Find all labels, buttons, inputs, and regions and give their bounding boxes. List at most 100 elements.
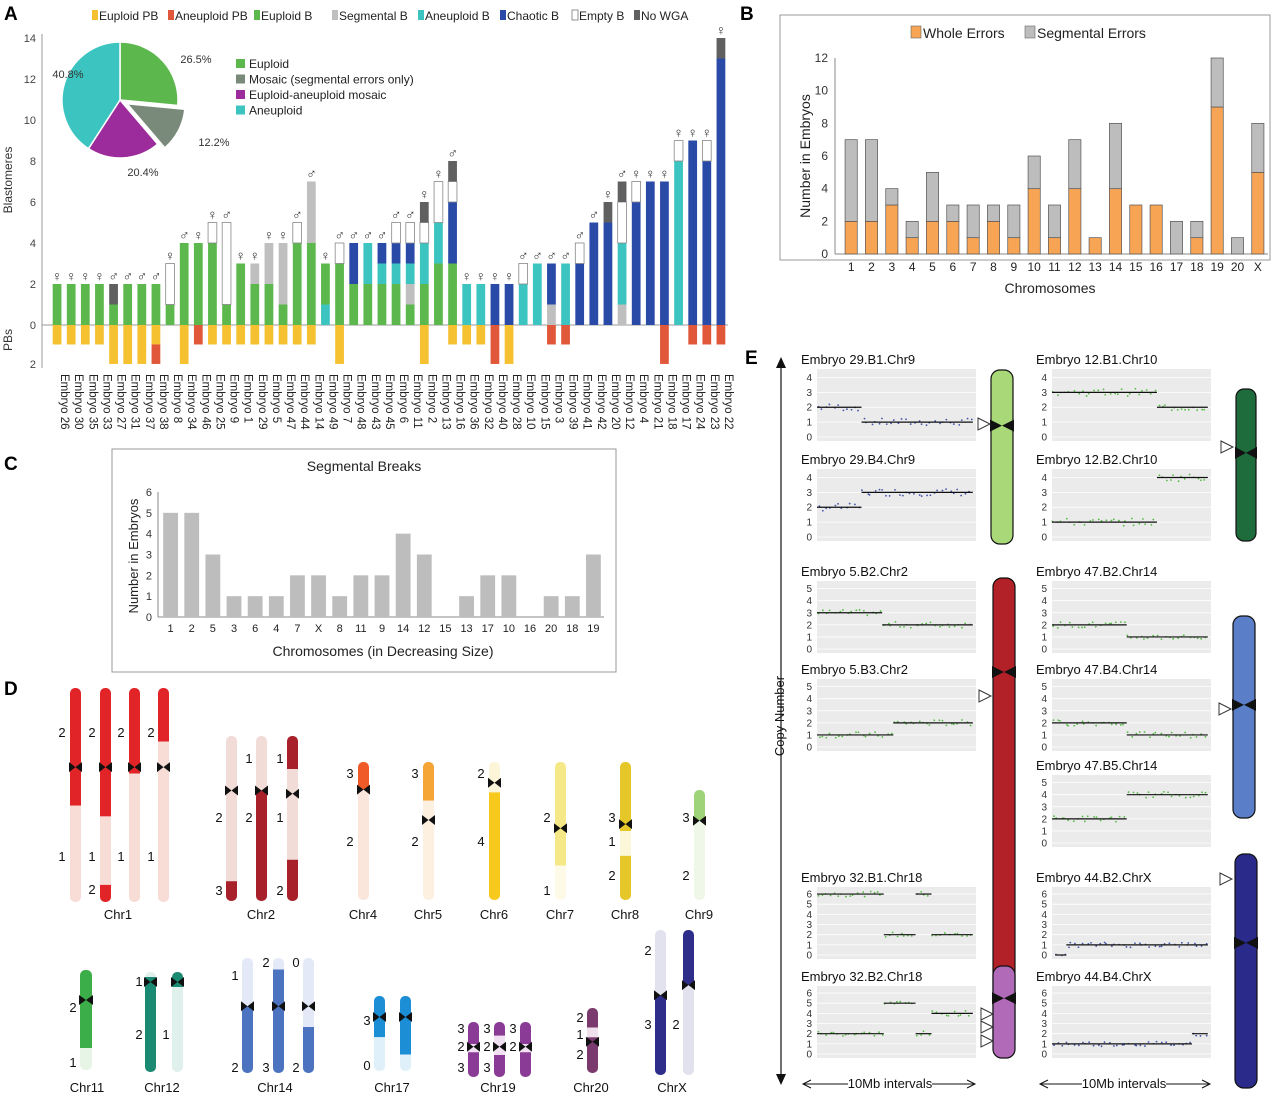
e-ytick-label: 0 (806, 645, 812, 656)
a-blastomere-bar (66, 284, 76, 325)
a-legend-label: Euploid PB (99, 9, 158, 23)
e-data-point (869, 890, 872, 893)
a-sex-symbol: ♂ (589, 207, 600, 223)
e-breakpoint-marker (980, 1020, 995, 1034)
c-xtick-label: 4 (273, 623, 279, 635)
e-data-point (1073, 1044, 1076, 1046)
c-xtick-label: 7 (294, 623, 300, 635)
a-category-label: Embryo 47 (284, 374, 296, 430)
d-copy-label: 2 (117, 725, 124, 740)
d-segment (287, 769, 298, 860)
e-data-point (956, 488, 959, 491)
a-sex-symbol: ♂ (306, 166, 317, 182)
a-sex-symbol: ♀ (645, 166, 656, 182)
a-blastomere-bar (405, 222, 415, 244)
e-interval-arrow (1201, 1079, 1212, 1089)
d-segment (683, 930, 694, 986)
d-chromosome-name: Chr1 (104, 907, 132, 922)
e-data-point (1204, 735, 1207, 738)
d-segment (226, 881, 237, 901)
c-xtick-label: 20 (545, 623, 557, 635)
a-pb-bar (702, 325, 712, 345)
a-legend-swatch (418, 10, 424, 20)
e-data-point (854, 503, 856, 506)
e-data-point (1103, 941, 1106, 944)
e-data-point (966, 935, 969, 937)
a-blastomere-bar (419, 284, 429, 325)
e-data-point (1132, 791, 1135, 794)
b-bar (966, 237, 980, 255)
e-data-point (1097, 389, 1100, 392)
e-data-point (1081, 815, 1084, 818)
e-data-point (1134, 942, 1136, 945)
e-data-point (935, 1011, 938, 1014)
panel-a-embryo-chart: 0 2 4 6 8 10 12 14 2 Blastomeres PBs Euploid PB Aneu… (1, 9, 734, 430)
a-legend-label: Euploid B (261, 9, 312, 23)
e-data-point (834, 736, 837, 739)
a-blastomere-bar (645, 181, 655, 325)
d-segment (358, 762, 369, 790)
d-copy-label: 3 (457, 1021, 464, 1036)
d-segment (520, 1052, 531, 1077)
e-data-point (1177, 637, 1180, 640)
a-sex-symbol: ♂ (108, 268, 119, 284)
d-segment (287, 859, 298, 901)
c-bar (416, 554, 432, 617)
e-ytick-label: 3 (806, 488, 812, 499)
d-copy-label: 1 (88, 849, 95, 864)
e-data-point (1196, 409, 1199, 412)
a-pb-bar (490, 325, 500, 364)
e-data-point (901, 494, 904, 497)
a-pb-bar (476, 325, 486, 345)
e-ytick-label: 1 (1041, 518, 1047, 529)
e-data-point (861, 489, 863, 492)
e-ytick-label: 3 (1041, 920, 1047, 931)
e-data-point (1200, 479, 1202, 482)
a-blastomere-bar (292, 222, 302, 244)
d-segment (273, 969, 284, 1073)
e-data-point (1092, 1044, 1095, 1047)
c-ytick-label: 4 (146, 529, 152, 541)
d-chr2-ideogram (255, 736, 268, 901)
a-category-label: Embryo 46 (199, 374, 211, 430)
c-xtick-label: 10 (503, 623, 515, 635)
e-data-point (1122, 524, 1125, 527)
e-data-point (934, 420, 937, 422)
a-sex-symbol: ♀ (250, 248, 261, 264)
e-data-point (817, 894, 820, 897)
a-blastomere-bar (391, 243, 401, 264)
a-sex-symbol: ♀ (659, 166, 670, 182)
e-data-point (1187, 408, 1190, 411)
e-data-point (1083, 820, 1086, 823)
d-chromosome-name: Chr19 (480, 1080, 515, 1095)
d-centromere (619, 819, 632, 830)
d-chromosome-name: Chr5 (414, 907, 442, 922)
b-ytick-label: 6 (821, 149, 828, 163)
a-blastomere-bar (193, 243, 203, 325)
e-data-point (850, 408, 853, 411)
e-data-point (1116, 393, 1119, 396)
e-xlabel: 10Mb intervals (1082, 1076, 1167, 1091)
c-bar (480, 575, 496, 617)
e-data-point (945, 724, 948, 727)
a-pb-bar (109, 325, 118, 364)
e-data-point (920, 495, 923, 497)
a-pb-bar (250, 325, 260, 345)
a-sex-symbol: ♀ (235, 248, 246, 264)
d-copy-label: 2 (292, 1060, 299, 1075)
d-copy-label: 2 (457, 1039, 464, 1054)
e-ytick-label: 2 (1041, 503, 1047, 514)
d-centromere (693, 815, 706, 826)
d-centromere (519, 1041, 532, 1052)
e-data-point (945, 488, 947, 491)
a-pb-bar (419, 325, 429, 364)
e-data-point (1149, 392, 1152, 395)
a-sex-symbol: ♂ (348, 227, 359, 243)
e-data-point (1086, 815, 1089, 818)
e-data-point (1090, 942, 1092, 944)
a-blastomere-bar (52, 284, 62, 325)
e-data-point (1083, 626, 1086, 629)
c-xtick-label: 15 (439, 623, 451, 635)
a-legend-swatch (571, 9, 579, 21)
e-data-point (1067, 724, 1070, 727)
